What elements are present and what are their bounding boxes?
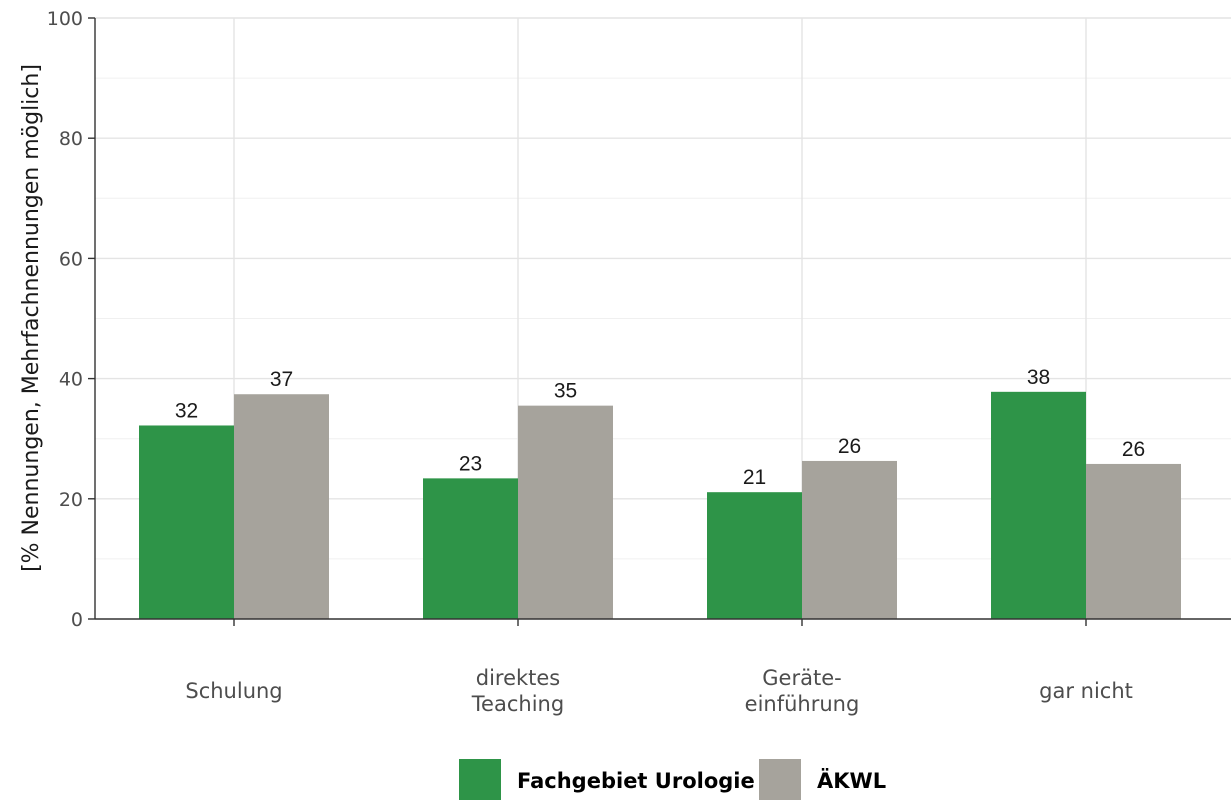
x-tick-label: gar nicht [1039,679,1133,703]
data-label: 35 [554,380,577,403]
legend-label: Fachgebiet Urologie [517,769,755,793]
x-tick-label: Schulung [185,679,282,703]
bar [518,405,613,619]
y-tick-label: 20 [59,489,83,511]
x-tick-label: Geräte- [762,666,841,690]
bar [234,394,329,619]
labels: 32 23 21 38 37 35 26 26 [175,366,1145,489]
y-tick-label: 0 [71,609,83,631]
x-tick-label: direktes [476,666,561,690]
bar [1086,463,1181,619]
bars [139,391,1181,619]
y-tick-label: 100 [47,8,83,30]
bar [707,492,802,619]
data-label: 21 [743,466,766,489]
data-label: 26 [838,435,861,458]
y-tick-label: 40 [59,369,83,391]
x-tick-label: Teaching [471,692,564,716]
legend-swatch [759,759,801,800]
data-label: 32 [175,399,198,422]
data-label: 38 [1027,366,1050,389]
legend-swatch [459,759,501,800]
y-tick-label: 80 [59,128,83,150]
y-axis-label: [% Nennungen, Mehrfachnennungen möglich] [19,64,44,572]
bar [991,391,1086,619]
data-label: 26 [1122,438,1145,461]
legend-label: ÄKWL [817,768,886,793]
legend: Fachgebiet Urologie ÄKWL [459,759,886,800]
data-label: 37 [270,368,293,391]
bar [423,478,518,619]
y-tick-label: 60 [59,248,83,270]
x-tick-label: einführung [745,692,860,716]
bar [139,425,234,619]
data-label: 23 [459,452,482,475]
bar [802,460,897,619]
